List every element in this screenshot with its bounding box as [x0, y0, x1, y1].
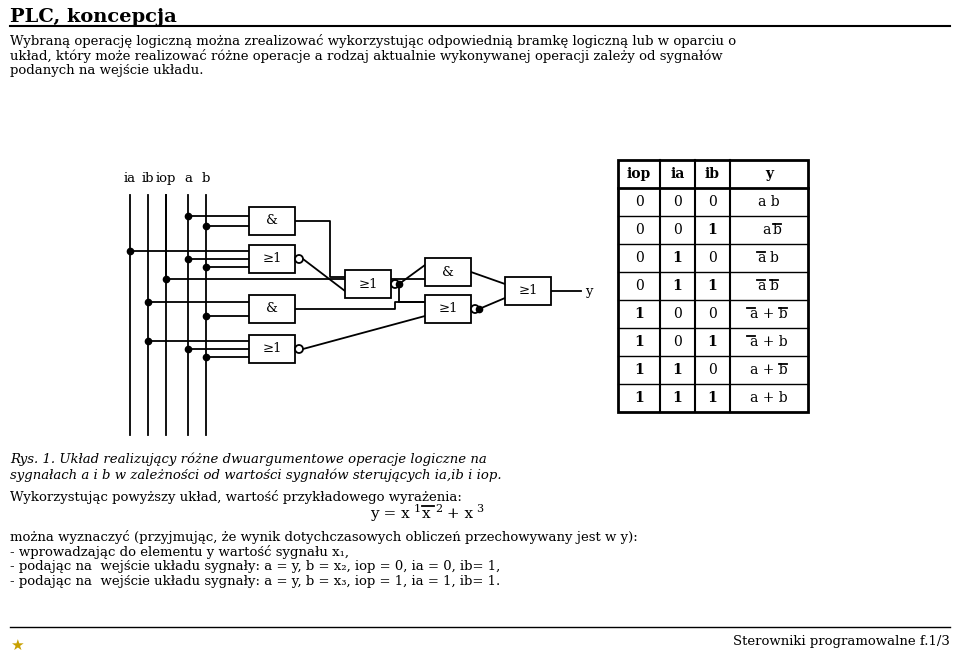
Bar [249, 245, 295, 273]
Text: - podając na  wejście układu sygnały: a = y, b = x₂, iop = 0, ia = 0, ib= 1,: - podając na wejście układu sygnały: a =… [10, 560, 500, 573]
Text: Wybraną operację logiczną można zrealizować wykorzystując odpowiednią bramkę log: Wybraną operację logiczną można zrealizo… [10, 34, 736, 48]
Text: &: & [442, 266, 454, 278]
Text: iop: iop [627, 167, 651, 181]
Text: sygnałach a i b w zależności od wartości sygnałów sterujących ia,ib i iop.: sygnałach a i b w zależności od wartości… [10, 468, 502, 481]
Bar [425, 295, 471, 323]
Circle shape [391, 280, 399, 288]
Text: 0: 0 [673, 307, 682, 321]
Text: 1: 1 [635, 363, 644, 377]
Text: - podając na  wejście układu sygnały: a = y, b = x₃, iop = 1, ia = 1, ib= 1.: - podając na wejście układu sygnały: a =… [10, 575, 500, 588]
Text: a + b: a + b [750, 363, 788, 377]
Text: 0: 0 [635, 195, 643, 209]
Text: ≥1: ≥1 [262, 253, 281, 266]
Text: 1: 1 [414, 504, 421, 514]
Text: 0: 0 [673, 223, 682, 237]
Bar [425, 258, 471, 286]
Text: 0: 0 [708, 363, 717, 377]
Text: 0: 0 [635, 251, 643, 265]
Text: 0: 0 [635, 223, 643, 237]
Text: a: a [184, 172, 192, 185]
Text: 0: 0 [708, 307, 717, 321]
Text: x: x [422, 507, 431, 521]
Text: 1: 1 [708, 279, 717, 293]
Text: 1: 1 [708, 223, 717, 237]
Bar [618, 160, 808, 412]
Text: ia: ia [124, 172, 136, 185]
Circle shape [295, 255, 303, 263]
Circle shape [295, 345, 303, 353]
Text: 2: 2 [435, 504, 443, 514]
Text: a b: a b [758, 195, 780, 209]
Text: b: b [773, 223, 781, 237]
Text: a: a [762, 223, 770, 237]
Circle shape [471, 305, 479, 313]
Text: iop: iop [156, 172, 177, 185]
Text: podanych na wejście układu.: podanych na wejście układu. [10, 64, 204, 77]
Text: 1: 1 [635, 391, 644, 405]
Text: układ, który może realizować różne operacje a rodzaj aktualnie wykonywanej opera: układ, który może realizować różne opera… [10, 49, 723, 63]
Text: + x: + x [442, 507, 473, 521]
Bar [249, 295, 295, 323]
Bar [249, 335, 295, 363]
Text: b: b [202, 172, 210, 185]
Text: a + b: a + b [750, 335, 788, 349]
Text: 1: 1 [708, 335, 717, 349]
Text: ≥1: ≥1 [262, 343, 281, 355]
Text: Wykorzystując powyższy układ, wartość przykładowego wyrażenia:: Wykorzystując powyższy układ, wartość pr… [10, 490, 462, 504]
Text: 0: 0 [635, 279, 643, 293]
Text: 3: 3 [476, 504, 483, 514]
Text: Sterowniki programowalne f.1/3: Sterowniki programowalne f.1/3 [733, 635, 950, 648]
Text: b: b [770, 279, 779, 293]
Text: 1: 1 [673, 251, 683, 265]
Text: 1: 1 [635, 307, 644, 321]
Text: można wyznaczyć (przyjmując, że wynik dotychczasowych obliczeń przechowywany jes: można wyznaczyć (przyjmując, że wynik do… [10, 530, 637, 544]
Text: 1: 1 [673, 279, 683, 293]
Text: 0: 0 [673, 195, 682, 209]
Text: Rys. 1. Układ realizujący różne dwuargumentowe operacje logiczne na: Rys. 1. Układ realizujący różne dwuargum… [10, 453, 487, 466]
Text: 0: 0 [673, 335, 682, 349]
Text: a: a [756, 279, 765, 293]
Bar [505, 277, 551, 305]
Text: ≥1: ≥1 [518, 285, 538, 298]
Text: y: y [765, 167, 773, 181]
Text: ib: ib [705, 167, 720, 181]
Text: ≥1: ≥1 [439, 302, 458, 315]
Text: y = x: y = x [370, 507, 410, 521]
Text: a + b: a + b [750, 391, 788, 405]
Text: 0: 0 [708, 195, 717, 209]
Text: ≥1: ≥1 [358, 278, 377, 291]
Bar [249, 207, 295, 235]
Text: 0: 0 [708, 251, 717, 265]
Text: - wprowadzając do elementu y wartość sygnału x₁,: - wprowadzając do elementu y wartość syg… [10, 545, 349, 559]
Text: ★: ★ [10, 638, 24, 653]
Text: a: a [756, 251, 765, 265]
Text: a + b: a + b [750, 307, 788, 321]
Text: 1: 1 [673, 363, 683, 377]
Text: 1: 1 [673, 391, 683, 405]
Bar [345, 270, 391, 298]
Text: y: y [585, 285, 592, 298]
Text: PLC, koncepcja: PLC, koncepcja [10, 8, 177, 26]
Text: b: b [770, 251, 779, 265]
Text: &: & [266, 302, 278, 315]
Text: 1: 1 [708, 391, 717, 405]
Text: ia: ia [670, 167, 684, 181]
Text: 1: 1 [635, 335, 644, 349]
Text: &: & [266, 214, 278, 227]
Text: ib: ib [142, 172, 155, 185]
